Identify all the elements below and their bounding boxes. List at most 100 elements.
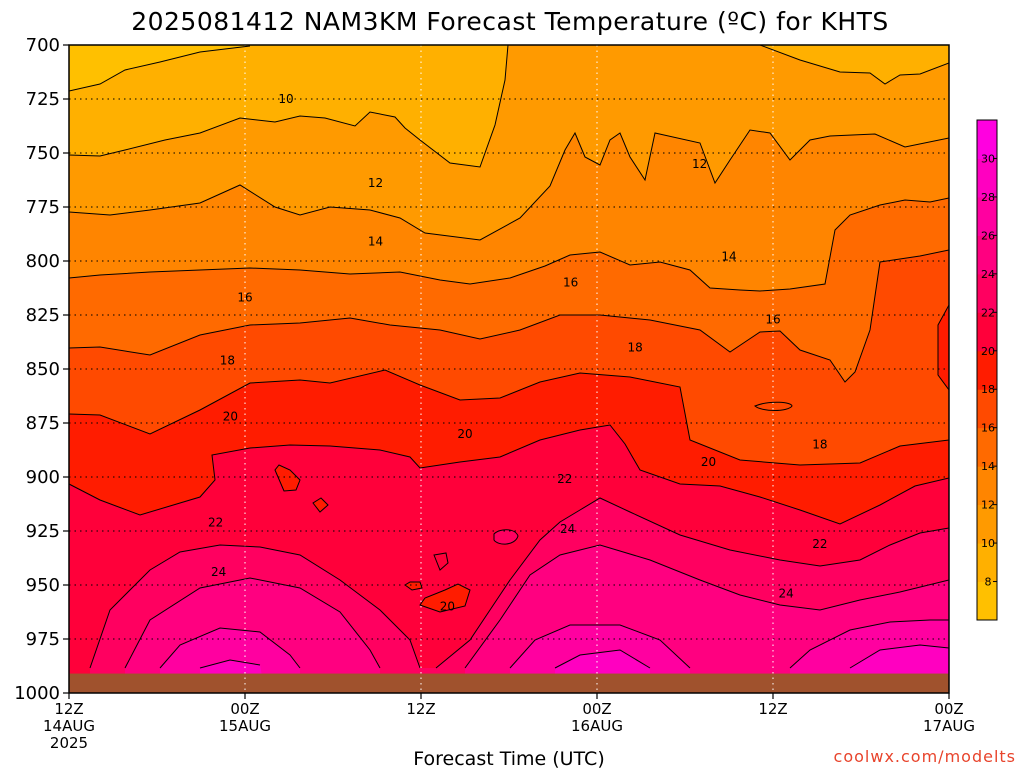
colorbar-swatch	[977, 235, 997, 275]
y-tick-label: 950	[26, 575, 60, 596]
colorbar-tick-label: 18	[981, 383, 995, 396]
y-tick-label: 875	[26, 413, 60, 434]
ground-below-surface	[69, 673, 949, 693]
contour-label: 24	[560, 522, 575, 536]
colorbar-tick-label: 8	[985, 576, 992, 589]
isotherm-line	[312, 497, 329, 513]
isotherm-line	[493, 529, 519, 545]
isotherm-line	[159, 619, 949, 669]
x-tick-label: 2025	[50, 734, 88, 752]
grid	[69, 45, 949, 693]
colorbar-swatch	[977, 312, 997, 352]
contour-label: 20	[440, 600, 455, 614]
colorbar-frame	[976, 119, 998, 621]
contour-label: 24	[779, 587, 794, 601]
contour-label: 18	[812, 438, 827, 452]
isotherm-line	[433, 552, 449, 571]
contour-label: 22	[208, 515, 223, 529]
y-tick-label: 900	[26, 467, 60, 488]
colorbar-swatch	[977, 120, 997, 159]
colorbar-swatch	[977, 581, 997, 621]
isotherm-line	[69, 45, 251, 92]
isotherm-line	[199, 644, 949, 669]
contour-label: 14	[721, 250, 736, 264]
isotherm-line	[419, 583, 471, 613]
colorbar-tick-label: 16	[981, 422, 995, 435]
temp-band-24	[494, 529, 518, 545]
x-tick-label: 00Z	[934, 700, 963, 718]
y-axis: 700 725 750 775 800 825 850 875 900 925 950 975 1000	[14, 35, 69, 704]
colorbar-tick-label: 28	[981, 191, 995, 204]
colorbar-tick-label: 10	[981, 537, 995, 550]
credit-text: coolwx.com/modelts	[834, 747, 1016, 766]
x-tick-label: 16AUG	[571, 717, 623, 735]
colorbar-tick-label: 12	[981, 499, 995, 512]
y-tick-label: 725	[26, 89, 60, 110]
contour-label: 12	[692, 157, 707, 171]
temp-band-18	[755, 402, 792, 411]
isotherm-line	[69, 249, 949, 383]
colorbar-swatch	[977, 196, 997, 236]
contour-label: 22	[557, 472, 572, 486]
isotherm-line	[404, 581, 423, 591]
colorbar-tick-label: 20	[981, 345, 995, 358]
contour-labels: 10 12 12 14 14 16 16 16 18 18 18 20 20 20 20 22 22 22 24 24…	[208, 92, 828, 614]
x-tick-label: 12Z	[758, 700, 787, 718]
colorbar-swatch	[977, 504, 997, 544]
isotherm-line	[69, 424, 949, 525]
isotherm-line	[937, 304, 949, 391]
contour-label: 20	[701, 455, 716, 469]
y-tick-label: 700	[26, 35, 60, 56]
temp-band-20	[938, 305, 949, 390]
contour-label: 22	[812, 537, 827, 551]
y-tick-label: 1000	[14, 683, 60, 704]
isotherm-line	[754, 401, 793, 411]
isotherm-line	[759, 45, 949, 85]
y-tick-label: 775	[26, 197, 60, 218]
contour-label: 18	[220, 353, 235, 367]
x-tick-label: 00Z	[230, 700, 259, 718]
y-tick-label: 925	[26, 521, 60, 542]
isotherm-line	[69, 129, 949, 241]
isotherm-line	[274, 464, 301, 492]
x-tick-label: 12Z	[406, 700, 435, 718]
colorbar-swatch	[977, 273, 997, 313]
colorbar-swatch	[977, 427, 997, 467]
y-tick-label: 750	[26, 143, 60, 164]
isotherm-line	[69, 45, 509, 168]
temp-band-20	[420, 584, 470, 612]
x-tick-label: 14AUG	[43, 717, 95, 735]
x-tick-label: 12Z	[54, 700, 83, 718]
isotherm-line	[89, 497, 949, 669]
contour-label: 16	[563, 276, 578, 290]
colorbar-tick-label: 14	[981, 460, 995, 473]
x-tick-label: 15AUG	[219, 717, 271, 735]
contour-label: 14	[368, 235, 383, 249]
y-tick-label: 975	[26, 629, 60, 650]
isotherm-line	[124, 544, 949, 669]
contour-label: 20	[457, 427, 472, 441]
colorbar-tick-label: 22	[981, 306, 995, 319]
x-tick-label: 00Z	[582, 700, 611, 718]
x-tick-label: 17AUG	[923, 717, 975, 735]
colorbar-swatch	[977, 158, 997, 198]
y-tick-label: 800	[26, 251, 60, 272]
x-axis-label: Forecast Time (UTC)	[413, 748, 604, 768]
contour-label: 18	[627, 340, 642, 354]
contour-lines	[69, 45, 949, 669]
colorbar-tick-label: 24	[981, 268, 995, 281]
isotherm-line	[69, 197, 949, 292]
contour-label: 20	[223, 410, 238, 424]
contour-label: 12	[368, 176, 383, 190]
chart-title: 2025081412 NAM3KM Forecast Temperature (…	[131, 7, 889, 36]
colorbar-swatch	[977, 543, 997, 583]
isotherm-line	[69, 369, 949, 466]
colorbar-tick-label: 30	[981, 152, 995, 165]
contour-label: 10	[278, 92, 293, 106]
contour-label: 16	[765, 312, 780, 326]
colorbar-swatch	[977, 350, 997, 390]
y-tick-label: 825	[26, 305, 60, 326]
colorbar-swatch	[977, 466, 997, 506]
